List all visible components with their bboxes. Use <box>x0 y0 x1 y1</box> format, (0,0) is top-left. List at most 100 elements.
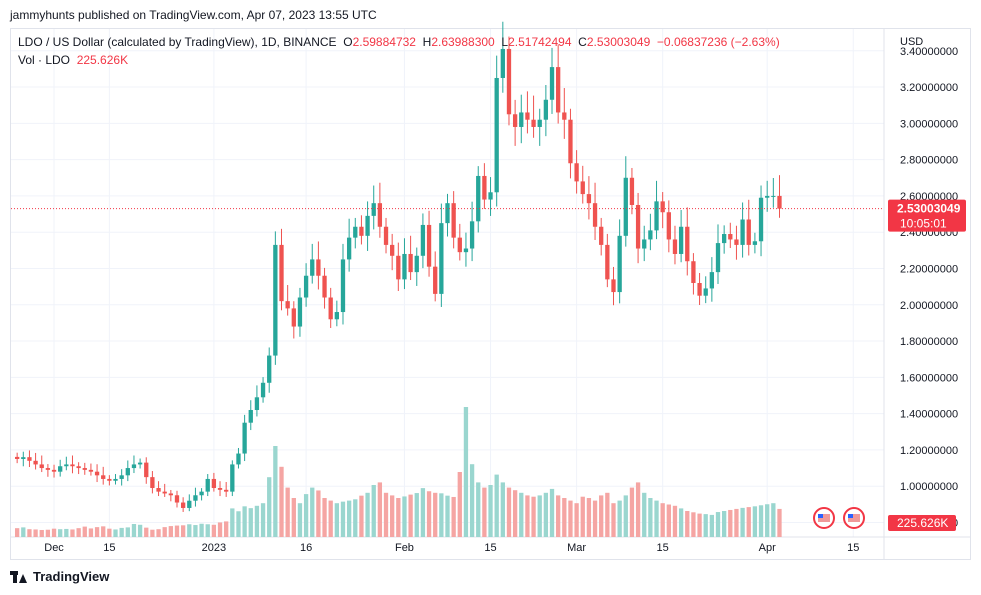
open-label: O <box>343 35 353 49</box>
volume-bar <box>316 490 321 537</box>
tradingview-logo-icon <box>10 570 28 583</box>
price-tick-label: 2.00000000 <box>900 300 958 312</box>
volume-bar <box>488 485 493 537</box>
volume-bar <box>193 525 198 537</box>
volume-bar <box>420 488 426 537</box>
candle-body <box>58 466 63 472</box>
candle-body <box>180 502 186 508</box>
candle-body <box>396 255 401 280</box>
high-value: 2.63988300 <box>431 35 495 49</box>
volume-bar <box>469 464 475 537</box>
volume-bar <box>33 529 38 537</box>
volume-bar <box>494 474 499 537</box>
time-tick-label: 15 <box>847 542 859 554</box>
volume-bar <box>506 487 512 537</box>
volume-bar <box>685 511 690 537</box>
candle-body <box>137 462 143 465</box>
volume-bar <box>285 487 290 537</box>
brand-name: TradingView <box>33 569 110 584</box>
volume-bar <box>119 527 124 537</box>
candle-body <box>371 203 376 216</box>
candle-body <box>248 410 253 423</box>
volume-bar <box>629 487 635 537</box>
volume-bar <box>537 495 542 537</box>
volume-bar <box>162 527 167 537</box>
candle-body <box>623 177 628 236</box>
candle-body <box>365 215 370 236</box>
volume-bar <box>586 498 592 537</box>
candle-body <box>660 201 665 213</box>
candle-body <box>174 495 180 503</box>
candle-body <box>525 112 530 120</box>
candle-body <box>715 243 721 273</box>
candle-body <box>439 223 444 294</box>
candle-body <box>629 177 635 205</box>
ohlc-legend: LDO / US Dollar (calculated by TradingVi… <box>18 35 780 49</box>
candle-body <box>236 453 241 465</box>
volume-bar <box>187 524 192 537</box>
volume-bar <box>580 496 585 537</box>
candle-body <box>709 272 715 289</box>
tradingview-footer[interactable]: TradingView <box>10 569 109 584</box>
candle-body <box>230 464 235 492</box>
candle-body <box>101 475 106 479</box>
volume-bar <box>482 487 487 537</box>
time-tick-label: 15 <box>103 542 115 554</box>
candle-body <box>119 475 124 479</box>
time-tick-label: 15 <box>657 542 669 554</box>
candle-body <box>771 195 776 197</box>
volume-bar <box>691 512 696 537</box>
countdown-label: 10:05:01 <box>900 217 947 231</box>
volume-bar <box>556 495 561 537</box>
volume-bar <box>236 511 241 537</box>
volume-bar <box>746 507 751 537</box>
candle-body <box>697 283 702 296</box>
candle-body <box>39 464 44 469</box>
volume-bar <box>543 492 549 537</box>
candle-body <box>740 219 745 245</box>
volume-bar <box>592 500 598 537</box>
volume-bar <box>322 498 327 537</box>
volume-badge <box>888 515 956 531</box>
volume-bar <box>303 494 309 537</box>
last-price-badge <box>888 199 966 232</box>
candle-body <box>14 456 20 459</box>
volume-bar <box>457 472 462 537</box>
candle-body <box>273 244 278 356</box>
volume-bar <box>113 529 118 537</box>
volume-bar <box>414 493 419 537</box>
volume-bar <box>666 504 671 537</box>
candle-body <box>346 237 352 260</box>
volume-bar <box>568 500 573 537</box>
volume-bar <box>180 525 186 537</box>
volume-bar <box>51 528 57 537</box>
volume-bar <box>14 528 20 537</box>
candle-body <box>21 457 26 459</box>
candle-body <box>722 234 727 244</box>
candle-body <box>383 226 389 245</box>
candle-body <box>70 464 75 467</box>
candle-body <box>426 224 432 267</box>
close-value: 2.53003049 <box>586 35 651 49</box>
volume-bar <box>94 527 100 537</box>
candle-body <box>94 471 100 476</box>
change-value: −0.06837236 (−2.63%) <box>656 35 780 49</box>
volume-bar <box>70 529 75 537</box>
price-tick-label: 1.00000000 <box>900 481 958 493</box>
volume-bar <box>168 526 173 537</box>
candle-body <box>303 275 309 298</box>
volume-value: 225.626K <box>76 53 129 67</box>
volume-bar <box>642 492 647 537</box>
volume-bar <box>426 491 432 537</box>
candle-body <box>463 248 469 253</box>
volume-bar <box>353 499 358 537</box>
candle-body <box>777 195 782 209</box>
volume-bar <box>45 529 51 537</box>
candle-body <box>297 297 303 327</box>
volume-bar <box>150 529 155 537</box>
candle-body <box>76 466 81 469</box>
volume-bar <box>531 496 536 537</box>
candle-body <box>678 226 684 254</box>
volume-bar <box>703 514 708 537</box>
